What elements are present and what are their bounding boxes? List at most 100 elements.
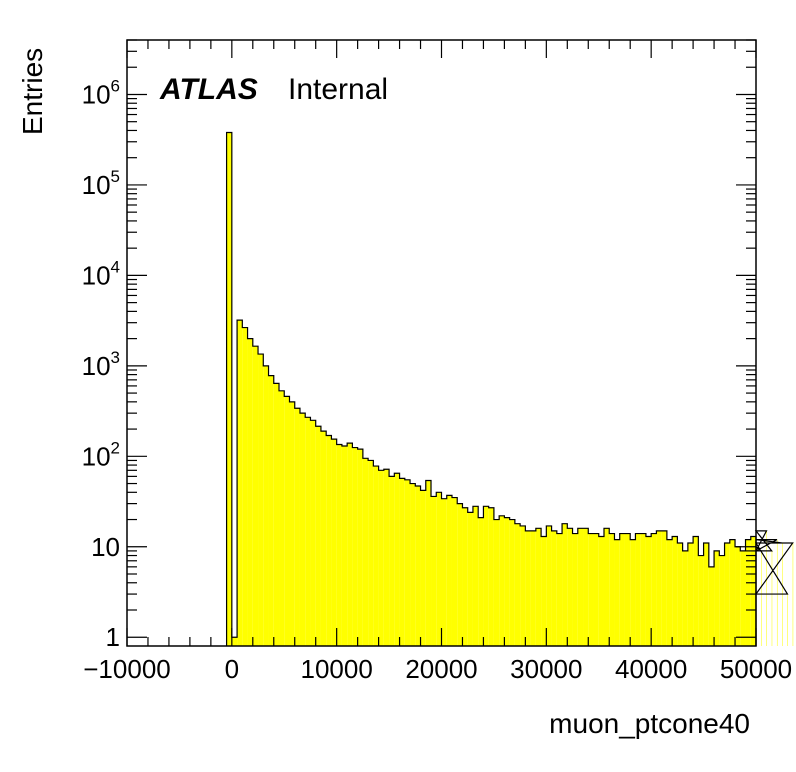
histogram-bar: [583, 528, 589, 646]
histogram-bar: [336, 444, 342, 646]
histogram-bar: [509, 519, 515, 646]
histogram-bar: [708, 566, 715, 646]
y-tick-label: 1: [106, 622, 120, 652]
histogram-bar: [488, 507, 494, 646]
histogram-bar: [619, 533, 625, 646]
histogram-bar: [237, 320, 243, 646]
histogram-bar: [661, 530, 667, 646]
x-tick-label: 50000: [720, 654, 792, 684]
histogram-bar: [258, 354, 264, 646]
histogram-bar: [624, 533, 631, 646]
histogram-bar: [776, 539, 778, 646]
histogram-bar: [520, 525, 526, 646]
histogram-bar: [588, 533, 594, 646]
histogram-bar: [394, 473, 400, 646]
histogram-bar: [719, 555, 725, 646]
histogram-bar: [656, 530, 662, 646]
histogram-bar: [357, 449, 363, 646]
histogram-bar: [750, 536, 756, 646]
internal-label: Internal: [288, 73, 388, 106]
histogram-bar: [651, 533, 657, 646]
histogram-bar: [252, 346, 259, 646]
histogram-bar: [467, 512, 473, 646]
histogram-bar: [682, 550, 688, 646]
histogram-bar: [389, 476, 395, 646]
x-tick-label: −10000: [83, 654, 170, 684]
histogram-bar: [499, 515, 505, 646]
histogram-bar: [666, 539, 673, 646]
histogram-bar: [514, 523, 521, 646]
histogram-bar: [279, 390, 285, 646]
histogram-bar: [729, 539, 736, 646]
histogram-bar: [740, 550, 746, 646]
atlas-label: ATLAS: [159, 73, 258, 106]
histogram-bar: [504, 517, 510, 646]
histogram-bar: [771, 550, 773, 646]
x-tick-label: 0: [225, 654, 239, 684]
plot-frame: [126, 39, 757, 647]
histogram-bar: [677, 543, 683, 646]
x-tick-labels: −10000 0 10000 20000 30000 40000 50000: [83, 654, 792, 684]
x-tick-label: 20000: [405, 654, 477, 684]
histogram-bar: [347, 443, 353, 646]
histogram-bar: [546, 525, 552, 646]
histogram-bar: [724, 543, 730, 646]
y-tick-label: 10: [91, 532, 120, 562]
histogram-bar: [609, 533, 615, 646]
histogram-bar: [541, 536, 547, 646]
x-tick-label: 30000: [510, 654, 582, 684]
histogram-bar: [352, 447, 358, 646]
histogram-bar: [341, 446, 348, 646]
histogram-bar: [525, 530, 531, 646]
histogram-bar: [436, 492, 442, 646]
histogram-bar: [415, 485, 421, 646]
histogram-bar: [483, 506, 489, 646]
histogram-bar: [299, 413, 306, 646]
histogram-bar: [431, 496, 437, 646]
histogram-bar: [247, 338, 253, 646]
histogram-bar: [331, 439, 337, 646]
histogram-bar: [551, 530, 557, 646]
histogram-bar: [472, 506, 479, 646]
histogram-bar: [745, 539, 751, 646]
x-tick-label: 40000: [615, 654, 687, 684]
histogram-bar: [714, 550, 720, 646]
histogram-bar: [425, 480, 432, 646]
histogram-bar: [326, 435, 332, 646]
histogram-bar: [320, 431, 327, 646]
histogram-bar: [378, 470, 384, 646]
histogram-bar: [362, 458, 369, 646]
histogram-bar: [493, 519, 500, 646]
histogram-bar: [687, 543, 694, 646]
histogram-bar: [603, 528, 610, 646]
histogram-bar: [698, 555, 704, 646]
histogram-bar: [635, 533, 641, 646]
histogram-bar: [630, 539, 636, 646]
histogram-bar: [703, 543, 709, 646]
histogram-bar: [614, 539, 620, 646]
histogram-bar: [404, 479, 411, 646]
histogram-bar: [305, 417, 311, 646]
histogram-bar: [273, 383, 280, 646]
histogram-bar: [672, 536, 678, 646]
histogram-bar: [693, 536, 699, 646]
histogram-bar: [310, 420, 316, 646]
histogram-bar: [577, 528, 584, 646]
histogram-bar: [441, 498, 447, 646]
histogram-bars: [225, 131, 794, 647]
axis-ticks: [126, 39, 757, 646]
histogram-bar: [645, 536, 652, 646]
histogram-bar: [368, 460, 374, 646]
histogram-bar: [530, 530, 536, 646]
histogram-bar: [420, 490, 426, 646]
histogram-bar: [761, 550, 762, 646]
histogram-bar: [535, 528, 542, 646]
histogram-outline: [225, 131, 794, 646]
x-axis-title: muon_ptcone40: [549, 708, 750, 739]
histogram-bar: [478, 517, 484, 646]
histogram-bar: [457, 503, 463, 646]
histogram-bar: [289, 401, 295, 646]
histogram-bar: [263, 365, 269, 646]
histogram-bar: [226, 132, 232, 647]
